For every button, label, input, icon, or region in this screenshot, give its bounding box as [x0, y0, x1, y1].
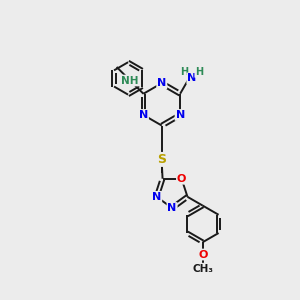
Text: N: N [152, 192, 161, 202]
Text: N: N [176, 110, 185, 120]
Text: N: N [139, 110, 148, 120]
Text: H: H [195, 67, 203, 77]
Text: N: N [167, 203, 177, 213]
Text: S: S [157, 153, 166, 166]
Text: NH: NH [122, 76, 139, 85]
Text: O: O [177, 174, 186, 184]
Text: O: O [198, 250, 208, 260]
Text: CH₃: CH₃ [192, 264, 213, 274]
Text: N: N [157, 78, 167, 88]
Text: N: N [187, 74, 196, 83]
Text: H: H [181, 67, 189, 77]
